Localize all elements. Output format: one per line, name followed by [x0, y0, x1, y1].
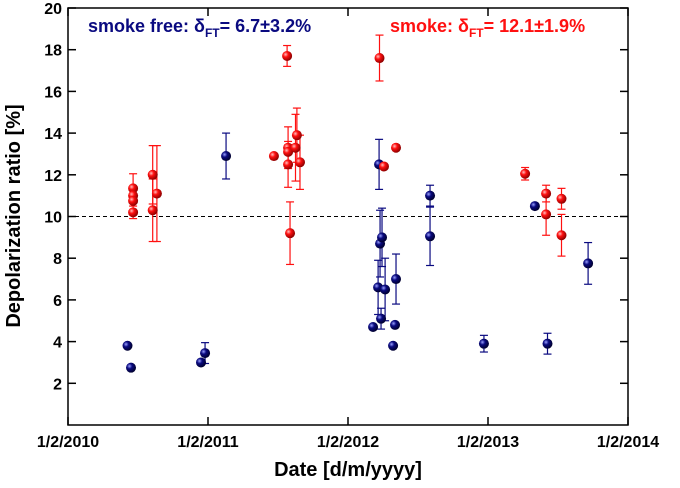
point [425, 190, 436, 201]
point [390, 319, 401, 330]
point [583, 258, 594, 269]
x-axis-label: Date [d/m/yyyy] [274, 459, 422, 481]
x-tick-label: 1/2/2010 [37, 434, 99, 451]
point [283, 159, 294, 170]
point [374, 53, 385, 64]
point [147, 169, 158, 180]
point [290, 142, 301, 153]
y-tick-label: 2 [53, 376, 62, 393]
point [388, 340, 399, 351]
y-tick-label: 8 [53, 251, 62, 268]
y-tick-label: 18 [44, 43, 62, 60]
point [147, 205, 158, 216]
x-tick-label: 1/2/2012 [317, 434, 379, 451]
point [122, 340, 133, 351]
y-tick-label: 10 [44, 210, 62, 227]
point [391, 274, 402, 285]
point [283, 146, 294, 157]
point [541, 188, 552, 199]
point [151, 188, 162, 199]
y-tick-label: 14 [44, 126, 62, 143]
point [221, 151, 232, 162]
y-tick-label: 4 [53, 335, 62, 352]
point [291, 130, 302, 141]
legend-stat: = 6.7±3.2% [220, 16, 311, 36]
y-tick-label: 20 [44, 1, 62, 18]
point [529, 201, 540, 212]
point [200, 348, 211, 359]
point [294, 157, 305, 168]
point [128, 183, 139, 194]
point [196, 357, 206, 368]
y-tick-label: 12 [44, 168, 62, 185]
point [425, 231, 436, 242]
x-tick-label: 1/2/2014 [597, 434, 659, 451]
legend-entry: smoke free: δFT= 6.7±3.2% [88, 16, 311, 40]
point [282, 50, 293, 61]
y-tick-label: 6 [53, 293, 62, 310]
point [285, 228, 296, 239]
x-tick-label: 1/2/2011 [177, 434, 239, 451]
point [542, 338, 553, 349]
y-tick-label: 16 [44, 84, 62, 101]
legend-stat: = 12.1±1.9% [484, 16, 585, 36]
point [520, 168, 531, 179]
point [377, 232, 388, 243]
y-axis-label: Depolarization ratio [%] [3, 104, 25, 327]
point [376, 313, 387, 324]
point [556, 193, 567, 204]
point [126, 362, 136, 373]
legend-subscript: FT [205, 26, 220, 40]
point [478, 338, 489, 349]
point [368, 322, 379, 333]
point [268, 151, 279, 162]
point [378, 161, 389, 172]
legend-name: smoke free: δ [88, 16, 205, 36]
point [556, 230, 567, 241]
point [380, 284, 391, 295]
point [541, 209, 552, 220]
legend-subscript: FT [469, 26, 484, 40]
point [128, 207, 139, 218]
legend-entry: smoke: δFT= 12.1±1.9% [390, 16, 585, 40]
x-tick-label: 1/2/2013 [457, 434, 519, 451]
point [391, 142, 402, 153]
legend-name: smoke: δ [390, 16, 469, 36]
point [128, 195, 139, 206]
